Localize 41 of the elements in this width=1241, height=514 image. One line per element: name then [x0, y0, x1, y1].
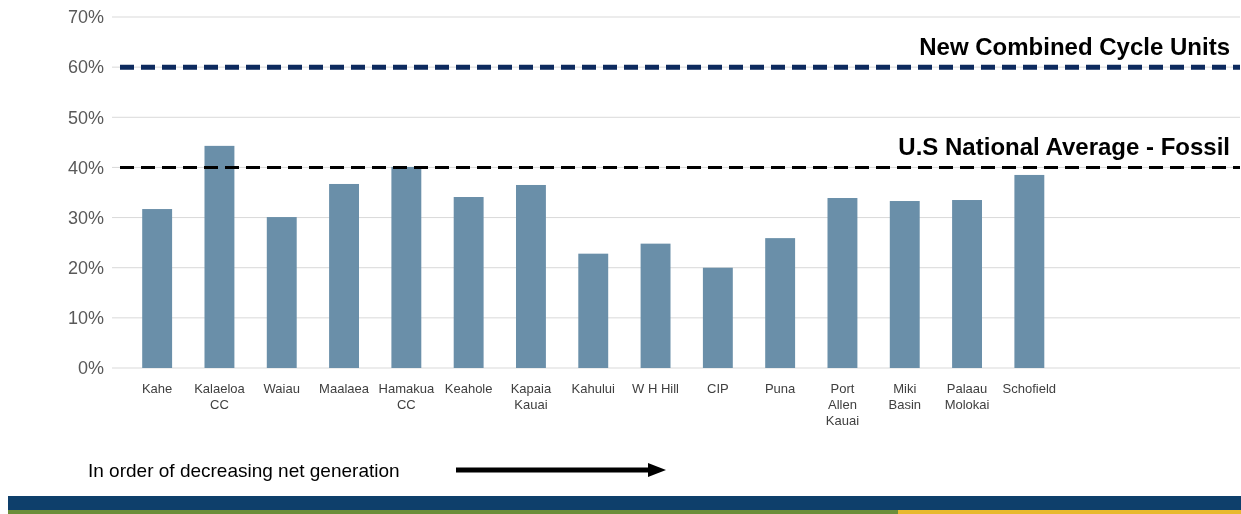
bar	[391, 166, 422, 368]
bar	[765, 238, 796, 368]
bar	[142, 209, 173, 368]
x-tick-label: Keahole	[444, 380, 493, 396]
bar	[640, 243, 671, 368]
x-tick-label: Schofield	[1002, 380, 1057, 396]
bar	[329, 183, 359, 368]
bar	[952, 200, 982, 368]
x-tick-label: Kapaia Kauai	[510, 380, 552, 412]
y-tick-label: 50%	[67, 107, 104, 128]
x-tick-label: Port Allen Kauai	[825, 380, 860, 428]
y-tick-label: 20%	[67, 258, 104, 279]
ref-line-label: U.S National Average - Fossil	[898, 133, 1230, 161]
x-tick-label: Kahului	[571, 380, 616, 396]
x-tick-label: Kahe	[141, 380, 173, 396]
bar	[453, 197, 484, 368]
y-tick-label: 10%	[67, 308, 104, 329]
x-tick-label: Waiau	[263, 380, 300, 396]
x-tick-label: Maalaea	[319, 380, 370, 396]
x-tick-label: Kalaeloa CC	[194, 380, 246, 412]
y-tick-label: 30%	[67, 207, 104, 228]
text: In order of decreasing net generation	[88, 459, 400, 481]
x-tick-label: Palaau Molokai	[944, 380, 990, 412]
bar	[827, 198, 858, 368]
bar	[578, 253, 609, 368]
x-tick-label: Puna	[764, 380, 797, 396]
y-tick-label: 70%	[67, 7, 104, 28]
bar	[266, 217, 297, 368]
bar	[516, 184, 546, 368]
x-tick-label: Miki Basin	[888, 380, 922, 412]
bar	[204, 145, 235, 368]
bar	[889, 201, 920, 368]
y-tick-label: 0%	[77, 358, 104, 379]
x-tick-label: CIP	[707, 380, 729, 396]
bar	[1014, 174, 1045, 368]
bar	[702, 267, 733, 368]
x-tick-label: W H Hill	[632, 380, 680, 396]
y-tick-label: 40%	[67, 157, 104, 178]
y-tick-label: 60%	[67, 57, 104, 78]
x-tick-label: Hamakua CC	[378, 380, 435, 412]
ref-line-label: New Combined Cycle Units	[919, 33, 1230, 61]
